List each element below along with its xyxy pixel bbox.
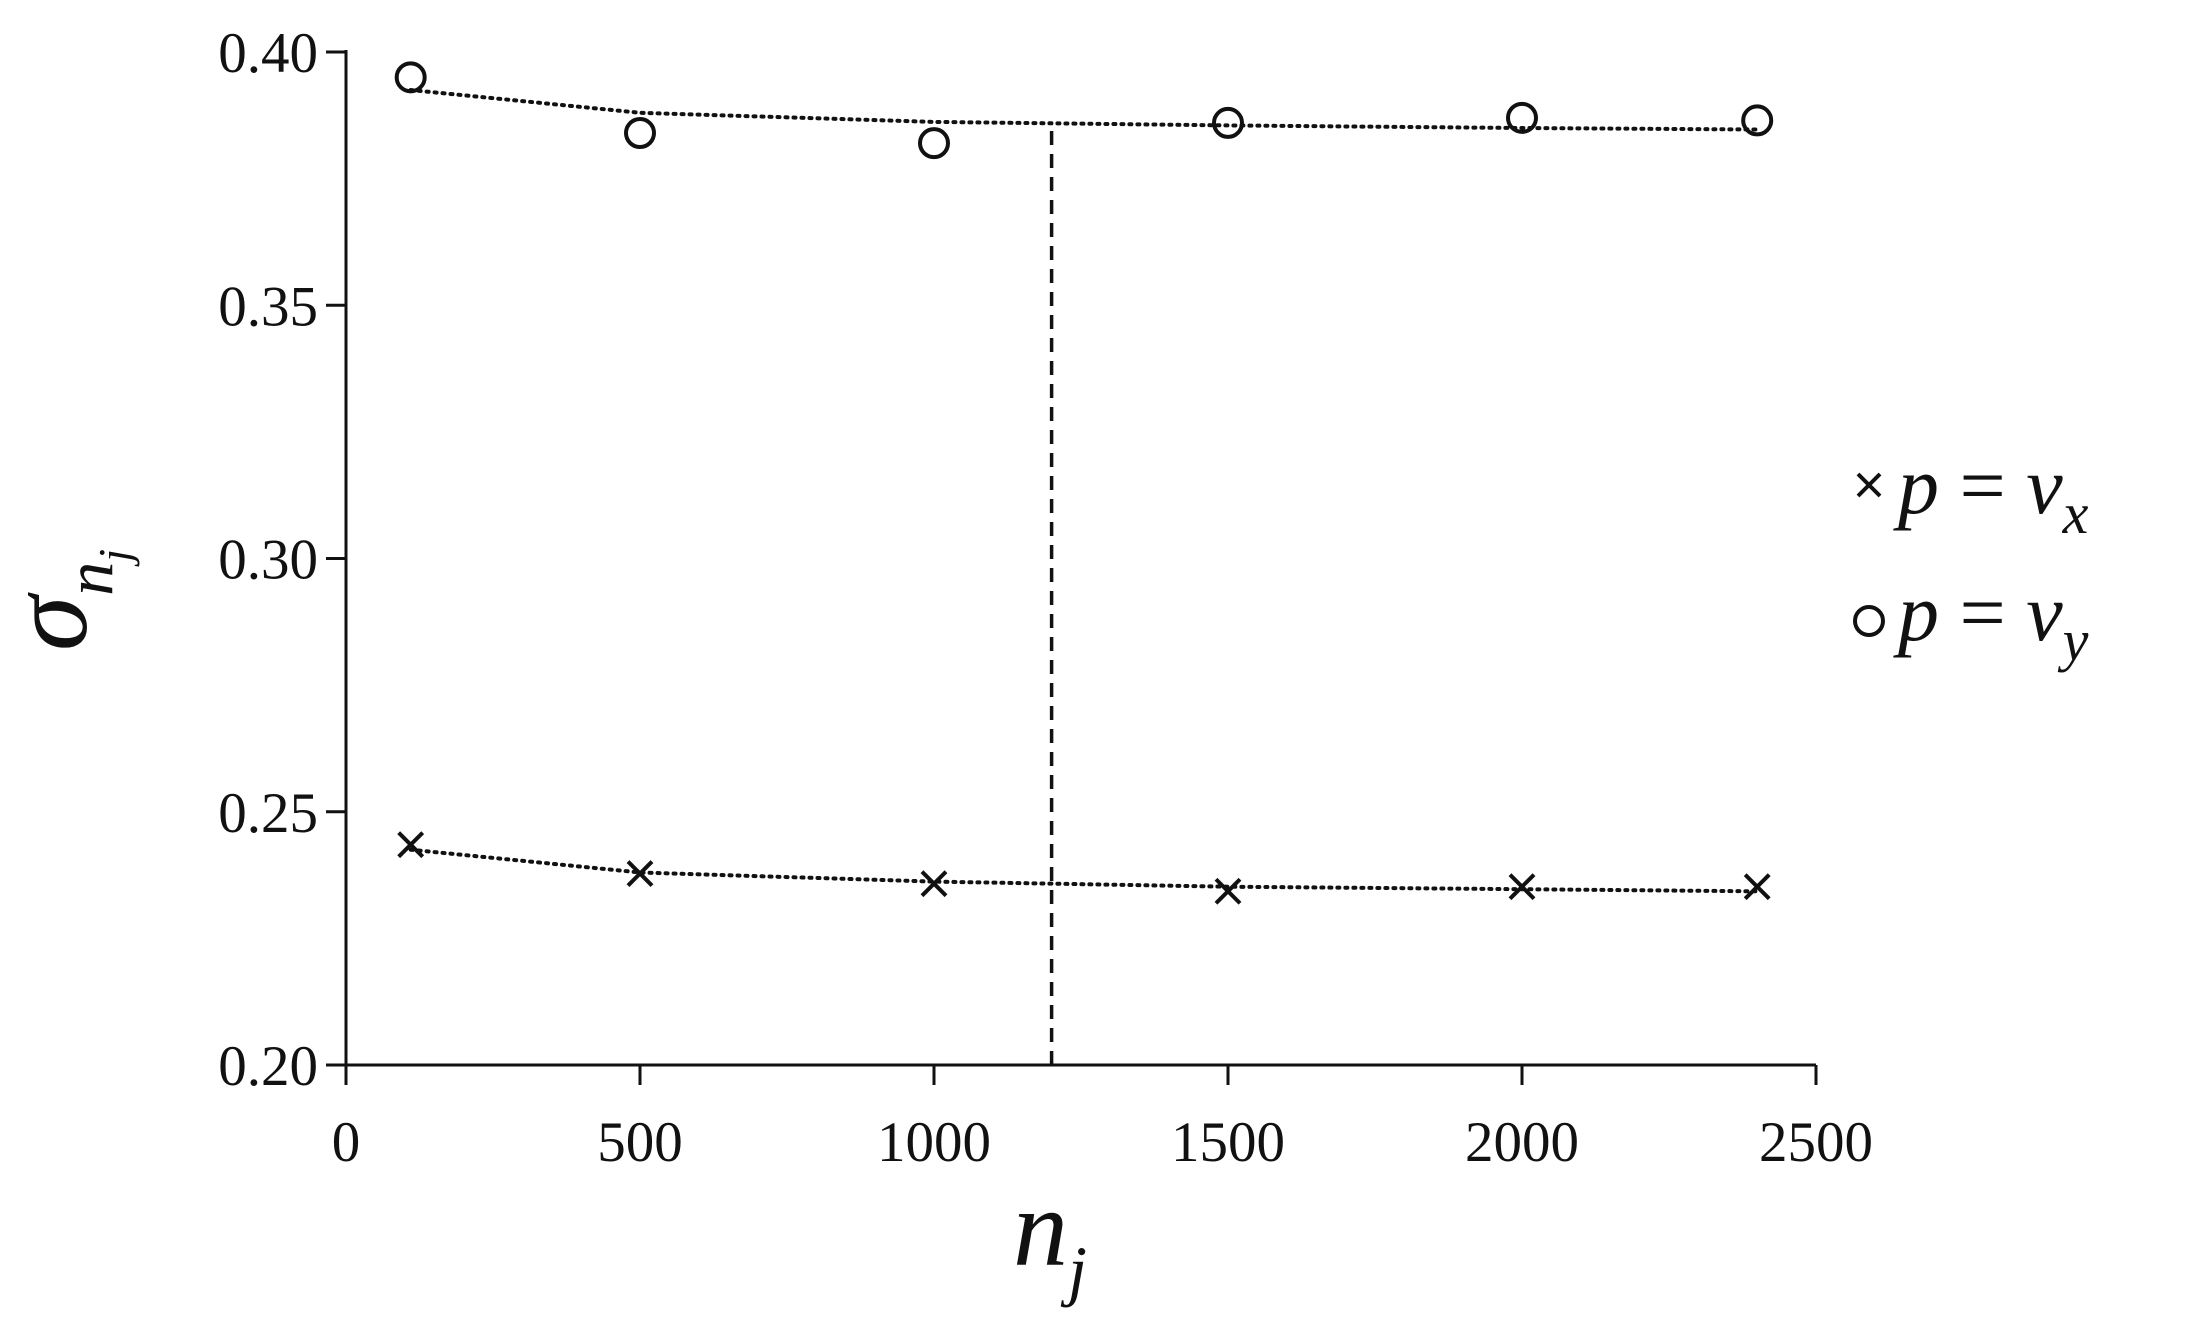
data-point-x [1214, 877, 1242, 905]
data-point-x [1508, 873, 1536, 901]
data-point-y [1212, 106, 1244, 139]
data-point-y [624, 117, 656, 150]
data-point-y [394, 61, 427, 94]
data-point-y [1506, 101, 1538, 134]
y-tick-label: 0.30 [218, 529, 318, 592]
y-tick-label: 0.35 [218, 275, 318, 338]
trendline-y [408, 88, 1760, 132]
x-tick-label: 500 [597, 1111, 683, 1174]
data-points [394, 61, 1774, 905]
x-tick-label: 0 [332, 1111, 361, 1174]
y-tick-label: 0.25 [218, 782, 318, 845]
data-point-x [397, 831, 425, 859]
data-point-x [626, 860, 654, 887]
axes [326, 50, 1818, 1085]
data-point-x [920, 870, 948, 898]
legend-label-vx: p = vx [1893, 440, 2089, 546]
legend-entry-vx: p = vx [1856, 440, 2089, 546]
legend-marker-circle [1853, 605, 1885, 637]
trendline-x [408, 847, 1760, 894]
x-tick-label: 2000 [1465, 1111, 1579, 1174]
x-tick-label: 2500 [1759, 1111, 1873, 1174]
x-tick-label: 1500 [1171, 1111, 1285, 1174]
legend-entry-vy: p = vy [1853, 567, 2089, 673]
y-tick-label: 0.20 [218, 1035, 318, 1098]
data-point-y [918, 127, 950, 160]
legend: p = vx p = vy [1853, 440, 2089, 673]
tick-labels: 0 500 1000 1500 2000 2500 0.20 0.25 0.30 0.35 0.40 [218, 22, 1873, 1174]
data-point-y [1741, 104, 1774, 137]
y-tick-label: 0.40 [218, 22, 318, 85]
data-point-x [1743, 873, 1771, 901]
legend-marker-x [1856, 472, 1882, 498]
x-axis-title: nj [1013, 1167, 1087, 1308]
legend-label-vy: p = vy [1893, 567, 2089, 673]
x-tick-label: 1000 [877, 1111, 991, 1174]
trendlines [408, 88, 1760, 894]
y-axis-title: σnj [0, 549, 140, 651]
